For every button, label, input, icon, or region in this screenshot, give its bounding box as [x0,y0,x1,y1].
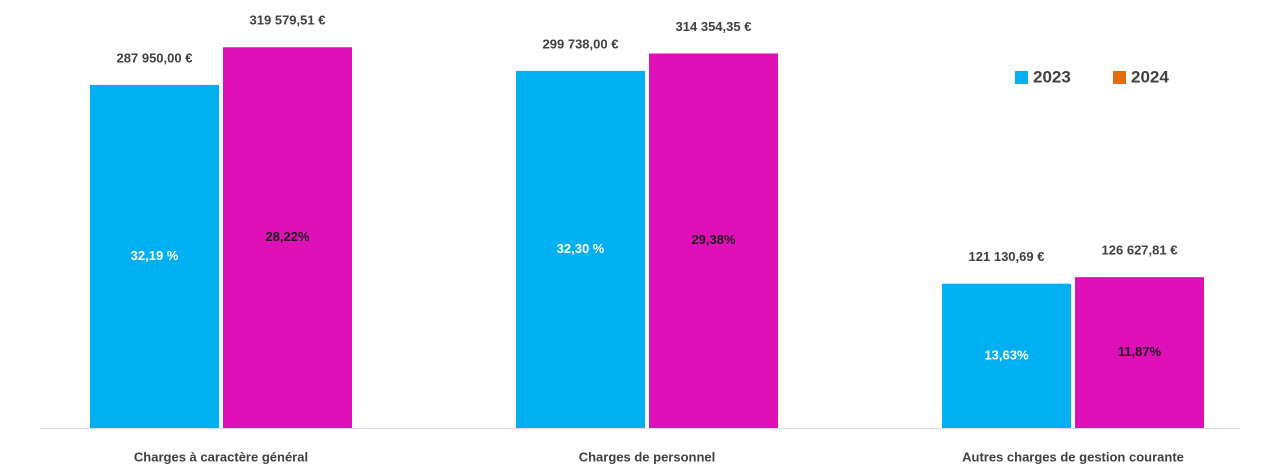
x-tick-label: Autres charges de gestion courante [962,449,1184,464]
bar [649,53,778,429]
value-label: 314 354,35 € [676,19,752,34]
legend-swatch [1015,71,1028,84]
value-label: 121 130,69 € [969,249,1045,264]
value-label: 126 627,81 € [1102,243,1178,258]
inner-label: 11,87% [1118,344,1162,359]
value-label: 299 738,00 € [543,36,619,51]
legend-swatch [1113,71,1126,84]
bar [1075,277,1204,428]
x-tick-label: Charges de personnel [579,449,716,464]
legend-label: 2024 [1131,67,1169,86]
value-label: 287 950,00 € [117,50,193,65]
bar [942,283,1071,428]
inner-label: 32,19 % [131,248,179,263]
bar [516,70,645,429]
x-tick-label: Charges à caractère général [134,449,308,464]
bar [223,47,352,429]
value-label: 319 579,51 € [250,13,326,28]
legend-label: 2023 [1033,67,1071,86]
inner-label: 13,63% [984,347,1029,362]
bar [90,84,219,428]
inner-label: 29,38% [691,232,736,247]
inner-label: 32,30 % [557,241,605,256]
inner-label: 28,22% [265,229,310,244]
